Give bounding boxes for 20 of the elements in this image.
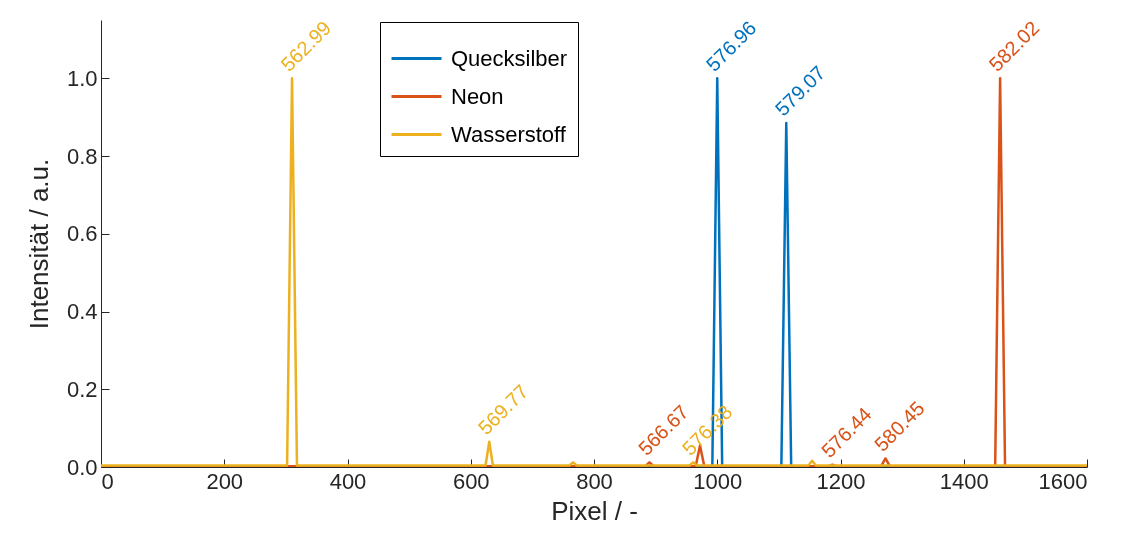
- x-tick-label: 600: [452, 468, 490, 494]
- y-tick-label: 0.8: [66, 143, 98, 169]
- y-tick-label: 0.0: [66, 454, 98, 480]
- x-axis-title: Pixel / -: [551, 495, 638, 526]
- x-tick-label: 1200: [816, 468, 866, 494]
- y-tick-label: 0.2: [66, 376, 98, 402]
- x-tick-label: 1400: [939, 468, 989, 494]
- x-tick-label: 400: [329, 468, 367, 494]
- y-axis-title: Intensität / a.u.: [23, 158, 54, 330]
- y-tick-label: 0.6: [66, 221, 98, 247]
- legend-label: Wasserstoff: [451, 121, 567, 147]
- legend-label: Quecksilber: [451, 45, 568, 71]
- x-tick-label: 0: [101, 468, 114, 494]
- x-tick-label: 200: [206, 468, 244, 494]
- x-tick-label: 1000: [693, 468, 743, 494]
- x-tick-label: 800: [576, 468, 613, 494]
- y-tick-label: 1.0: [66, 65, 98, 91]
- x-tick-label: 1600: [1038, 468, 1088, 494]
- y-tick-label: 0.4: [66, 299, 98, 325]
- legend-label: Neon: [451, 83, 504, 109]
